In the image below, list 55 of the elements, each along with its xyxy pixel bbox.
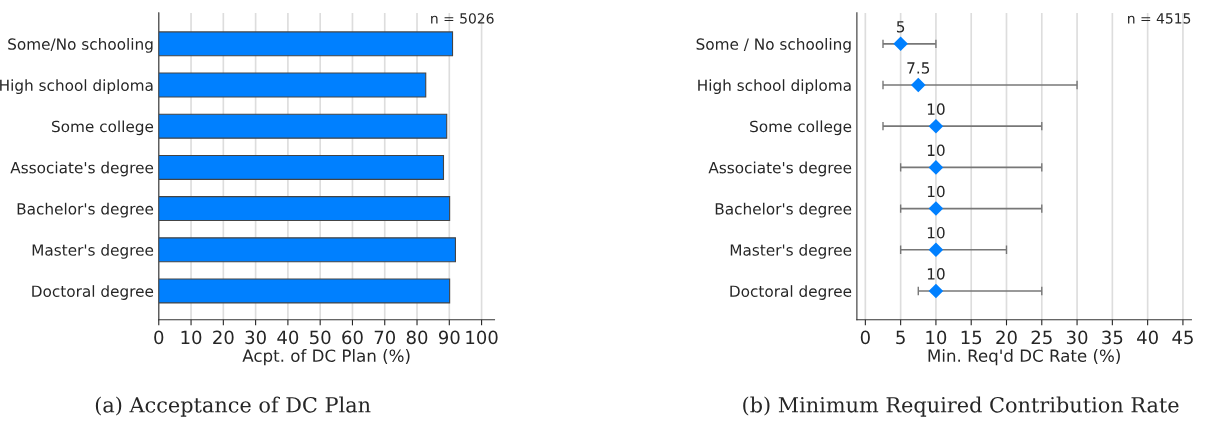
x-tick-label: 5 bbox=[896, 330, 905, 345]
y-tick-label: Some/No schooling bbox=[8, 38, 153, 53]
x-tick-label: 10 bbox=[181, 330, 202, 345]
x-tick-label: 15 bbox=[961, 330, 982, 345]
x-tick-label: 40 bbox=[1137, 330, 1158, 345]
x-axis-title: Acpt. of DC Plan (%) bbox=[242, 349, 410, 366]
data-label: 10 bbox=[927, 185, 945, 198]
data-label: 10 bbox=[927, 268, 945, 280]
data-label: 10 bbox=[927, 103, 945, 115]
y-tick-label: Master's degree bbox=[730, 243, 852, 259]
text: (b) Minimum Required Contribution Rate bbox=[743, 396, 1179, 417]
data-label: 10 bbox=[927, 144, 945, 157]
x-tick-label: 20 bbox=[996, 330, 1017, 345]
y-tick-label: High school diploma bbox=[0, 79, 153, 94]
y-tick-label: Some college bbox=[750, 120, 852, 136]
data-label: 5 bbox=[896, 21, 905, 33]
y-tick-label: Bachelor's degree bbox=[715, 202, 852, 218]
x-tick-label: 80 bbox=[406, 330, 428, 345]
data-label: 10 bbox=[927, 226, 945, 239]
bar bbox=[158, 72, 427, 98]
x-tick-label: 90 bbox=[438, 330, 460, 345]
annotation: n = 4515 bbox=[1128, 13, 1191, 24]
x-tick-label: 50 bbox=[310, 330, 331, 345]
x-axis-title: Min. Req'd DC Rate (%) bbox=[928, 349, 1120, 366]
y-tick-label: High school diploma bbox=[698, 79, 851, 94]
y-tick-label: Associate's degree bbox=[708, 161, 852, 177]
x-tick-label: 30 bbox=[1066, 330, 1088, 345]
x-tick-label: 0 bbox=[860, 330, 870, 345]
x-tick-label: 45 bbox=[1172, 330, 1193, 345]
text: (a) Acceptance of DC Plan bbox=[95, 396, 371, 417]
x-tick-label: 60 bbox=[342, 330, 363, 345]
bar bbox=[158, 237, 456, 263]
y-tick-label: Doctoral degree bbox=[32, 285, 154, 300]
x-tick-label: 10 bbox=[926, 330, 947, 345]
bar bbox=[158, 31, 454, 57]
bar bbox=[158, 154, 445, 180]
x-tick-label: 70 bbox=[374, 330, 396, 345]
y-tick-label: Some / No schooling bbox=[696, 38, 851, 53]
x-tick-label: 35 bbox=[1102, 330, 1123, 345]
bar bbox=[158, 113, 448, 139]
x-tick-label: 25 bbox=[1031, 330, 1052, 345]
x-tick-label: 20 bbox=[213, 330, 234, 345]
x-tick-label: 0 bbox=[154, 330, 164, 345]
y-tick-label: Bachelor's degree bbox=[17, 202, 154, 218]
y-tick-label: Master's degree bbox=[32, 243, 154, 259]
annotation: n = 5026 bbox=[431, 13, 494, 24]
y-tick-label: Some college bbox=[52, 120, 154, 136]
y-tick-label: Doctoral degree bbox=[730, 285, 852, 300]
x-tick-label: 40 bbox=[277, 330, 299, 345]
x-tick-label: 100 bbox=[466, 330, 498, 345]
y-tick-label: Associate's degree bbox=[10, 161, 154, 177]
x-tick-label: 30 bbox=[245, 330, 266, 345]
bar bbox=[158, 196, 451, 222]
data-label: 7.5 bbox=[907, 62, 930, 74]
bar bbox=[158, 278, 451, 304]
